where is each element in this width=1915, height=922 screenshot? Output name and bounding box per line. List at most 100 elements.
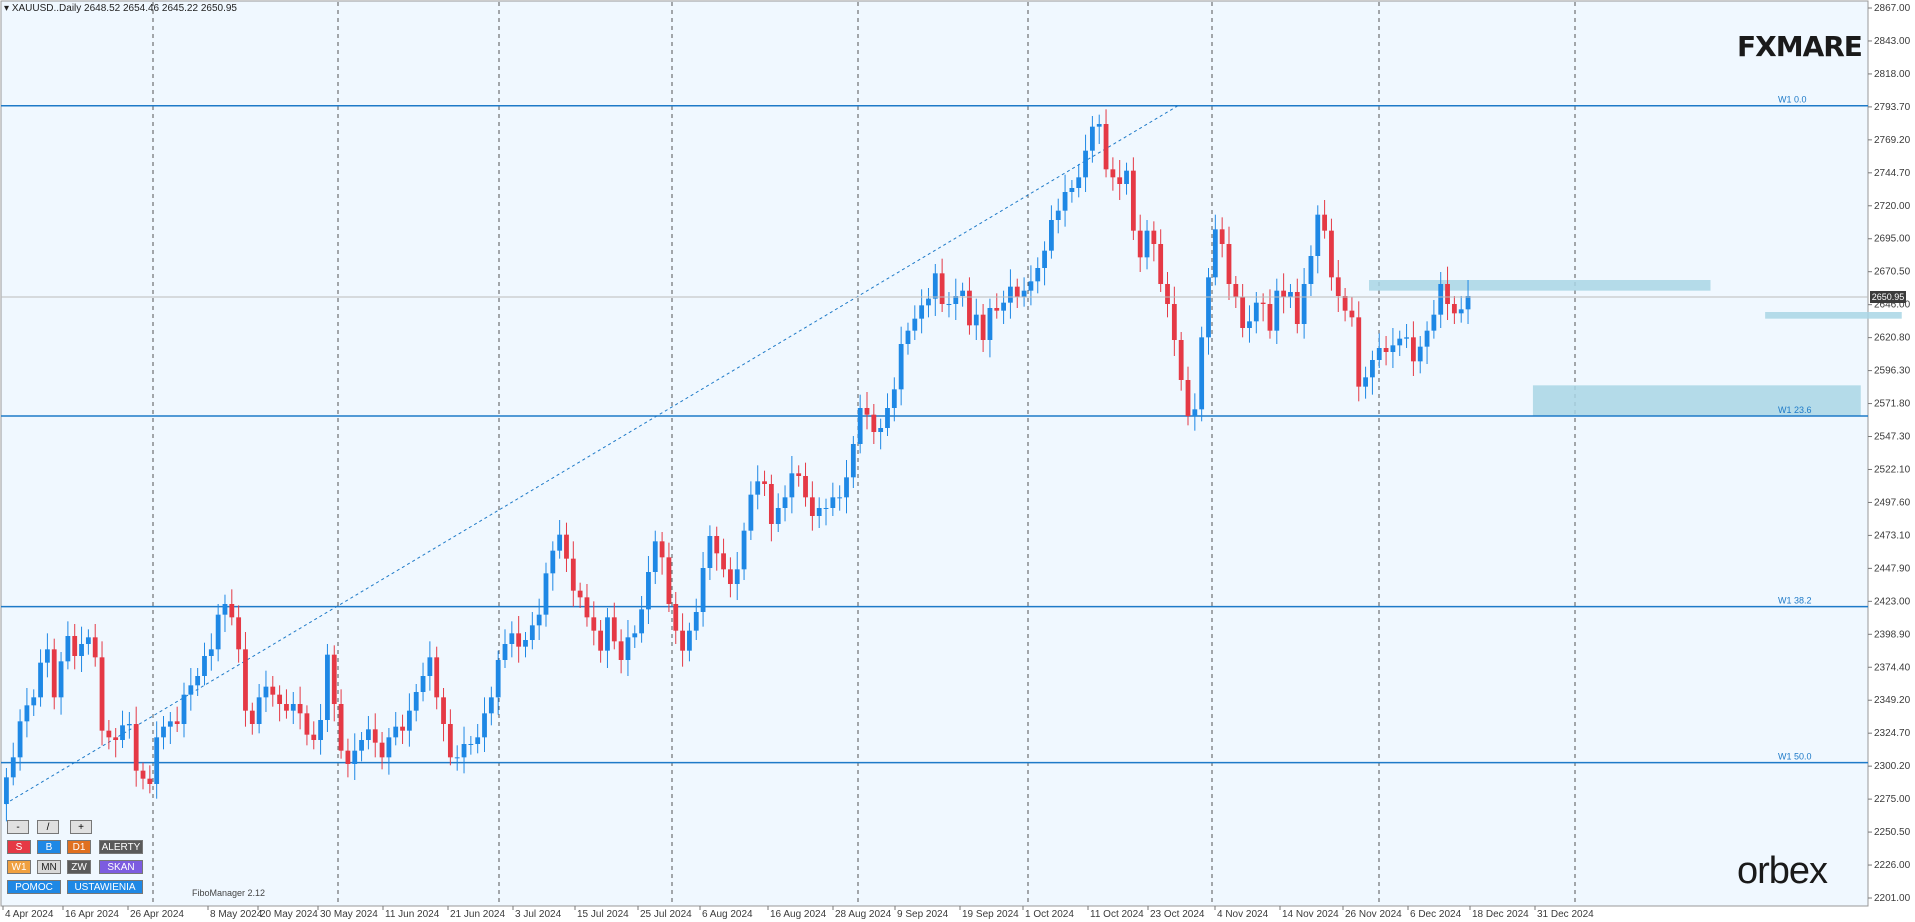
bear-candle: [1349, 310, 1355, 318]
bull-candle: [167, 721, 173, 727]
bull-candle: [208, 649, 214, 656]
bull-candle: [161, 726, 166, 738]
y-tick-label: 2300.20: [1874, 761, 1911, 772]
bear-candle: [72, 636, 78, 656]
bear-candle: [304, 713, 310, 735]
bull-candle: [1008, 286, 1013, 303]
x-tick-label: 16 Aug 2024: [770, 909, 827, 920]
bear-candle: [1342, 296, 1348, 311]
alerty-button[interactable]: ALERTY: [99, 840, 143, 854]
bear-candle: [1165, 284, 1170, 304]
bear-candle: [338, 704, 344, 751]
bull-candle: [639, 609, 645, 634]
bull-candle: [741, 530, 747, 570]
x-tick-label: 4 Nov 2024: [1217, 909, 1269, 920]
bull-candle: [1274, 290, 1280, 331]
bull-candle: [885, 408, 890, 428]
y-tick-label: 2670.50: [1874, 267, 1911, 278]
zoom-reset-button[interactable]: /: [37, 820, 59, 834]
bear-candle: [598, 630, 604, 651]
bear-candle: [796, 473, 802, 476]
y-tick-label: 2695.00: [1874, 234, 1911, 245]
bear-candle: [277, 694, 283, 704]
bull-candle: [830, 497, 836, 508]
bull-candle: [202, 656, 207, 676]
bull-candle: [837, 497, 843, 499]
bull-candle: [687, 630, 692, 651]
bull-candle: [1390, 345, 1396, 352]
x-tick-label: 1 Oct 2024: [1025, 909, 1074, 920]
bull-candle: [748, 494, 754, 531]
collapse-arrow-icon[interactable]: ▾: [4, 3, 12, 14]
bear-candle: [768, 484, 774, 524]
bear-candle: [659, 541, 665, 558]
bull-candle: [905, 330, 911, 344]
bull-candle: [1315, 214, 1321, 256]
bear-candle: [1240, 297, 1246, 328]
zoom-out-button[interactable]: -: [7, 820, 29, 834]
bear-candle: [809, 497, 815, 516]
pomoc-button[interactable]: POMOC: [7, 880, 61, 894]
bull-candle: [1069, 188, 1075, 192]
bear-candle: [1233, 284, 1239, 298]
bull-candle: [734, 569, 740, 584]
bear-candle: [1445, 284, 1450, 304]
bear-candle: [939, 273, 945, 304]
bull-candle: [857, 408, 863, 444]
bull-candle: [1062, 192, 1068, 211]
bear-candle: [1281, 290, 1287, 298]
bull-candle: [1431, 314, 1437, 331]
y-tick-label: 2547.30: [1874, 432, 1911, 443]
mn-button[interactable]: MN: [37, 860, 61, 874]
ustawienia-button[interactable]: USTAWIENIA: [67, 880, 143, 894]
bull-candle: [1404, 337, 1409, 339]
bear-candle: [1151, 230, 1157, 244]
bull-candle: [1465, 296, 1471, 310]
d1-button[interactable]: D1: [67, 840, 91, 854]
bull-candle: [755, 481, 761, 495]
fib-label: W1 38.2: [1778, 596, 1812, 606]
w1-button[interactable]: W1: [7, 860, 31, 874]
y-tick-label: 2843.00: [1874, 36, 1911, 47]
buy-button[interactable]: B: [37, 840, 61, 854]
bear-candle: [1185, 380, 1191, 416]
bull-candle: [1417, 346, 1423, 362]
y-tick-label: 2398.90: [1874, 629, 1911, 640]
zw-button[interactable]: ZW: [67, 860, 91, 874]
bear-candle: [243, 649, 248, 711]
symbol-info: ▾ XAUUSD..Daily 2648.52 2654.46 2645.22 …: [4, 3, 237, 14]
bear-candle: [1226, 244, 1232, 284]
x-tick-label: 8 May 2024: [210, 909, 263, 920]
bull-candle: [482, 713, 487, 738]
bull-candle: [844, 477, 849, 498]
bear-candle: [379, 742, 385, 758]
bull-candle: [10, 757, 16, 778]
bear-candle: [727, 569, 733, 584]
bull-candle: [1076, 177, 1082, 188]
bull-candle: [1001, 302, 1006, 311]
bull-candle: [1247, 321, 1252, 328]
bear-candle: [570, 558, 576, 591]
bull-candle: [816, 508, 822, 516]
bear-candle: [441, 697, 446, 724]
bull-candle: [475, 737, 481, 744]
bull-candle: [782, 497, 788, 508]
bull-candle: [1089, 126, 1095, 151]
bull-candle: [38, 662, 43, 698]
bull-candle: [789, 473, 795, 498]
bear-candle: [1130, 170, 1136, 231]
bull-candle: [65, 636, 71, 662]
bear-candle: [331, 654, 337, 704]
skan-button[interactable]: SKAN: [99, 860, 143, 874]
sell-button[interactable]: S: [7, 840, 31, 854]
bear-candle: [1117, 177, 1123, 184]
bull-candle: [509, 633, 515, 644]
x-tick-label: 20 May 2024: [260, 909, 318, 920]
bull-candle: [31, 697, 37, 706]
bear-candle: [1451, 304, 1457, 314]
bear-candle: [1356, 317, 1362, 387]
zoom-in-button[interactable]: +: [70, 820, 92, 834]
bear-candle: [611, 617, 617, 642]
y-tick-label: 2720.00: [1874, 201, 1911, 212]
